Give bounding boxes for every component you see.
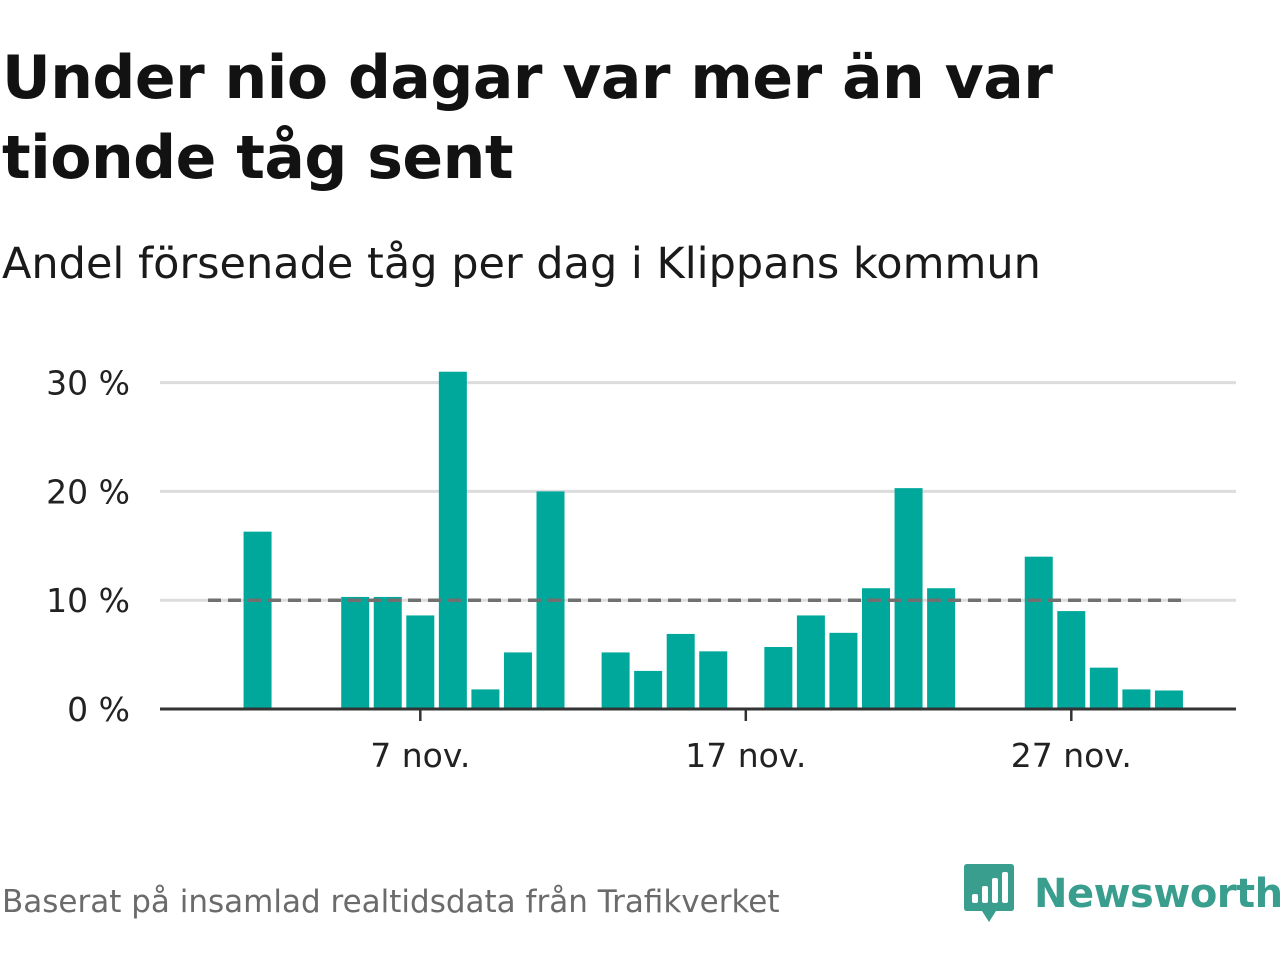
y-tick-labels: 0 % 10 % 20 % 30 % (46, 364, 130, 729)
x-axis (160, 707, 1236, 721)
bar (829, 632, 858, 709)
bar-chart: 0 % 10 % 20 % 30 % 7 nov. 17 nov. 27 nov. (46, 364, 1236, 775)
y-tick-label: 0 % (67, 690, 130, 729)
bar (601, 652, 630, 709)
bar (438, 371, 467, 709)
source-note: Baserat på insamlad realtidsdata från Tr… (2, 884, 780, 920)
bar (373, 596, 402, 709)
x-tick-label: 7 nov. (370, 736, 470, 775)
y-tick-label: 20 % (46, 472, 130, 511)
bar (1057, 611, 1086, 709)
bar (1154, 690, 1183, 709)
bars (243, 371, 1183, 709)
y-tick-label: 10 % (46, 581, 130, 620)
bar (796, 615, 825, 709)
x-tick-label: 27 nov. (1011, 736, 1132, 775)
chart-title: Under nio dagar var mer än var tionde tå… (2, 43, 1053, 193)
grid-lines (160, 381, 1236, 602)
bar (1024, 556, 1053, 709)
bar (634, 670, 663, 709)
bar (243, 531, 272, 709)
x-tick-labels: 7 nov. 17 nov. 27 nov. (370, 736, 1132, 775)
bar (503, 652, 532, 709)
chart-subtitle: Andel försenade tåg per dag i Klippans k… (2, 239, 1041, 289)
bar (862, 588, 890, 709)
bar (1122, 689, 1151, 709)
bar (764, 646, 793, 709)
bar (471, 689, 500, 709)
y-tick-label: 30 % (46, 364, 130, 403)
newsworthy-logo-icon (964, 864, 1014, 922)
bar (406, 615, 435, 709)
bar (341, 596, 370, 709)
bar (1089, 667, 1118, 709)
x-tick-label: 17 nov. (685, 736, 806, 775)
bar (699, 651, 728, 709)
brand-name: Newsworthy (1034, 871, 1280, 917)
bar (927, 588, 956, 709)
brand-logo: Newsworthy (962, 862, 1280, 926)
bar (666, 633, 695, 709)
